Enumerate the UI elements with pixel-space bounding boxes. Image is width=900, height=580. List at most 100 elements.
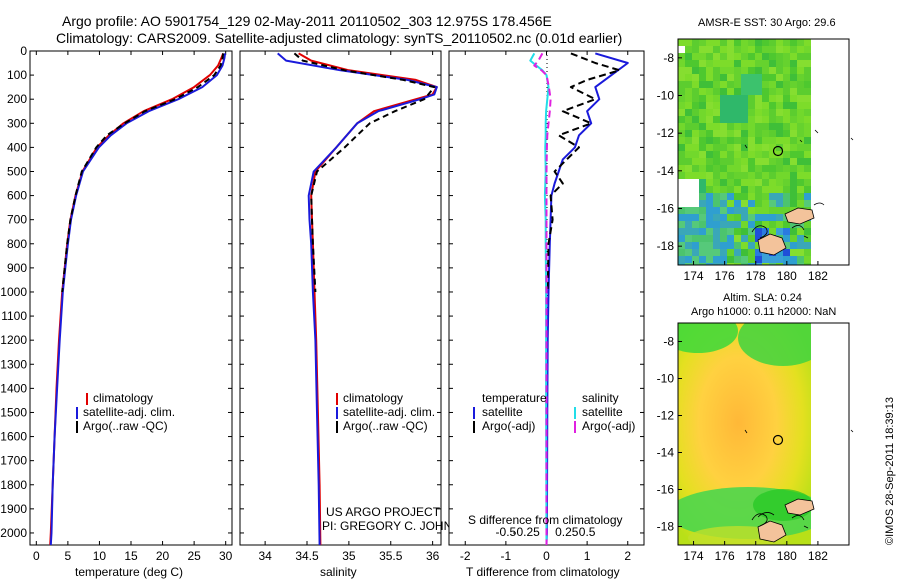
y-tick-label: 1800: [0, 478, 27, 492]
sst-cell: [741, 81, 749, 89]
sst-cell: [776, 39, 784, 47]
sst-cell: [678, 151, 686, 159]
sst-cell: [776, 256, 784, 264]
sst-cell: [769, 144, 777, 152]
y-tick-label: 1100: [1, 309, 27, 323]
sst-cell: [741, 130, 749, 138]
sst-cell: [720, 242, 728, 250]
sst-cell: [783, 158, 791, 166]
sst-cell: [755, 109, 763, 117]
sst-cell: [741, 116, 749, 124]
sst-cell: [727, 193, 735, 201]
sst-cell: [769, 186, 777, 194]
title-line-1: Argo profile: AO 5901754_129 02-May-2011…: [62, 13, 552, 29]
sst-map-y-axis: -8 -10 -12 -14 -16 -18: [657, 51, 682, 253]
sst-cell: [713, 109, 721, 117]
y-tick-label: -12: [657, 126, 675, 140]
sst-cell: [678, 46, 686, 54]
sst-cell: [783, 186, 791, 194]
sst-cell: [797, 39, 805, 47]
s-tick-label: -0.5: [496, 525, 517, 539]
sst-cell: [783, 46, 791, 54]
sst-cell: [790, 165, 798, 173]
sst-cell: [720, 151, 728, 159]
land-island-small: [784, 498, 815, 516]
sst-cell: [734, 207, 742, 215]
sst-cell: [769, 200, 777, 208]
sst-cell: [699, 256, 707, 264]
sst-cell: [783, 193, 791, 201]
x-tick-label: 34.5: [295, 549, 319, 563]
sst-cell: [727, 67, 735, 75]
sst-cell: [699, 144, 707, 152]
sst-cell: [713, 81, 721, 89]
sst-cell: [797, 46, 805, 54]
sst-cell: [692, 109, 700, 117]
sst-cell: [790, 39, 798, 47]
sst-cell: [706, 242, 714, 250]
sst-cell: [699, 179, 707, 187]
sst-cell: [748, 123, 756, 131]
sst-cell: [727, 263, 735, 265]
x-tick-label: 174: [684, 549, 704, 563]
sst-cell: [755, 256, 763, 264]
sst-cell: [776, 109, 784, 117]
sst-cell: [783, 200, 791, 208]
sst-cell: [706, 123, 714, 131]
sst-cell: [755, 158, 763, 166]
sst-cell: [720, 53, 728, 61]
sst-cell: [699, 151, 707, 159]
sst-cell: [692, 207, 700, 215]
sst-cell: [762, 263, 770, 265]
sst-cell: [804, 256, 811, 264]
sst-cell: [720, 221, 728, 229]
sst-cell: [699, 39, 707, 47]
sst-cell: [790, 186, 798, 194]
sst-cell: [790, 46, 798, 54]
y-tick-label: 1500: [0, 405, 27, 419]
sst-cell: [678, 186, 686, 194]
y-tick-label: 200: [7, 92, 27, 106]
legend-argo: Argo(..raw -QC): [83, 419, 168, 433]
sst-cell: [727, 158, 735, 166]
sst-cell: [755, 214, 763, 222]
sst-cell: [734, 151, 742, 159]
sst-cell: [741, 74, 749, 82]
y-tick-label: -18: [657, 520, 675, 534]
sst-cell: [706, 60, 714, 68]
sst-cell: [734, 109, 742, 117]
x-tick-label: 180: [777, 269, 797, 283]
sst-cell: [678, 53, 686, 61]
sst-cell: [776, 60, 784, 68]
project-credit: US ARGO PROJECT: [326, 505, 441, 519]
sst-cell: [727, 249, 735, 257]
sst-cell: [734, 200, 742, 208]
temperature-axes-frame: [29, 50, 233, 546]
sst-cell: [804, 151, 811, 159]
sst-cell: [727, 172, 735, 180]
sst-cell: [727, 235, 735, 243]
sst-cell: [769, 53, 777, 61]
sst-cell: [734, 179, 742, 187]
sst-cell: [734, 39, 742, 47]
legend-s-satellite: satellite: [582, 405, 623, 419]
sst-cell: [713, 39, 721, 47]
sst-cell: [797, 200, 805, 208]
sst-cell: [692, 46, 700, 54]
sst-cell: [755, 200, 763, 208]
sst-cell: [804, 200, 811, 208]
sst-cell: [804, 221, 811, 229]
sst-cell: [685, 88, 693, 96]
sst-cell: [790, 88, 798, 96]
sst-cell: [797, 144, 805, 152]
x-tick-label: 2: [624, 549, 631, 563]
sst-cell: [783, 109, 791, 117]
sst-cell: [790, 242, 798, 250]
sst-cell: [762, 67, 770, 75]
sst-cell: [769, 165, 777, 173]
sst-cell: [713, 53, 721, 61]
sst-cell: [678, 200, 686, 208]
y-tick-label: -18: [657, 239, 675, 253]
sst-cell: [692, 116, 700, 124]
sst-cell: [783, 88, 791, 96]
